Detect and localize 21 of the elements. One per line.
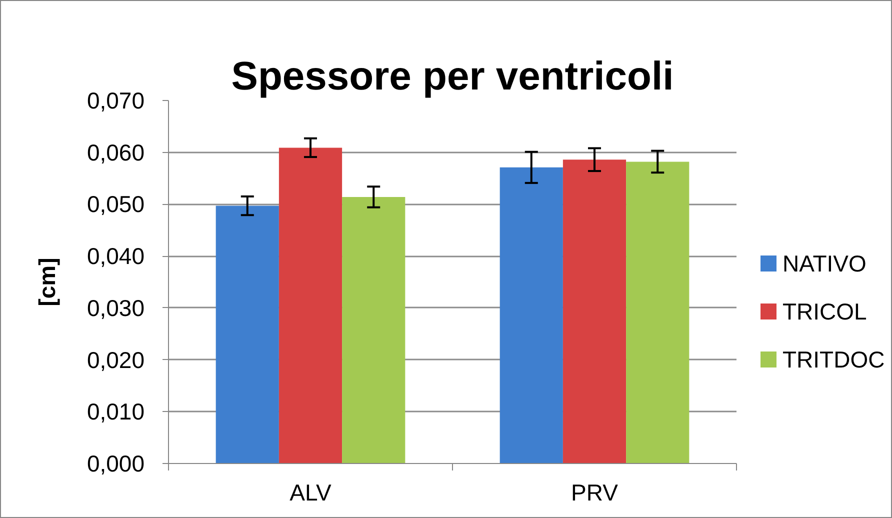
- legend-label: TRICOL: [782, 298, 868, 324]
- y-tick-label: 0,020: [86, 346, 145, 373]
- bar: [278, 148, 342, 464]
- bar: [626, 162, 690, 464]
- bar: [342, 196, 406, 464]
- y-tick-label: 0,030: [86, 294, 145, 321]
- y-tick-label: 0,040: [86, 243, 145, 270]
- y-tick-label: 0,000: [86, 450, 145, 476]
- y-tick-label: 0,070: [86, 88, 145, 114]
- y-tick-label: 0,060: [86, 139, 145, 166]
- legend-label: TRITDOC: [782, 346, 885, 372]
- bar: [216, 206, 279, 464]
- legend-label: NATIVO: [782, 250, 866, 276]
- y-tick-label: 0,050: [86, 191, 145, 218]
- x-tick-label: PRV: [571, 480, 619, 506]
- y-axis-title: [cm]: [34, 258, 60, 306]
- bar: [562, 160, 626, 464]
- chart-title: Spessore per ventricoli: [231, 54, 674, 98]
- y-tick-label: 0,010: [86, 398, 145, 425]
- bar: [500, 167, 563, 464]
- x-tick-label: ALV: [290, 480, 332, 506]
